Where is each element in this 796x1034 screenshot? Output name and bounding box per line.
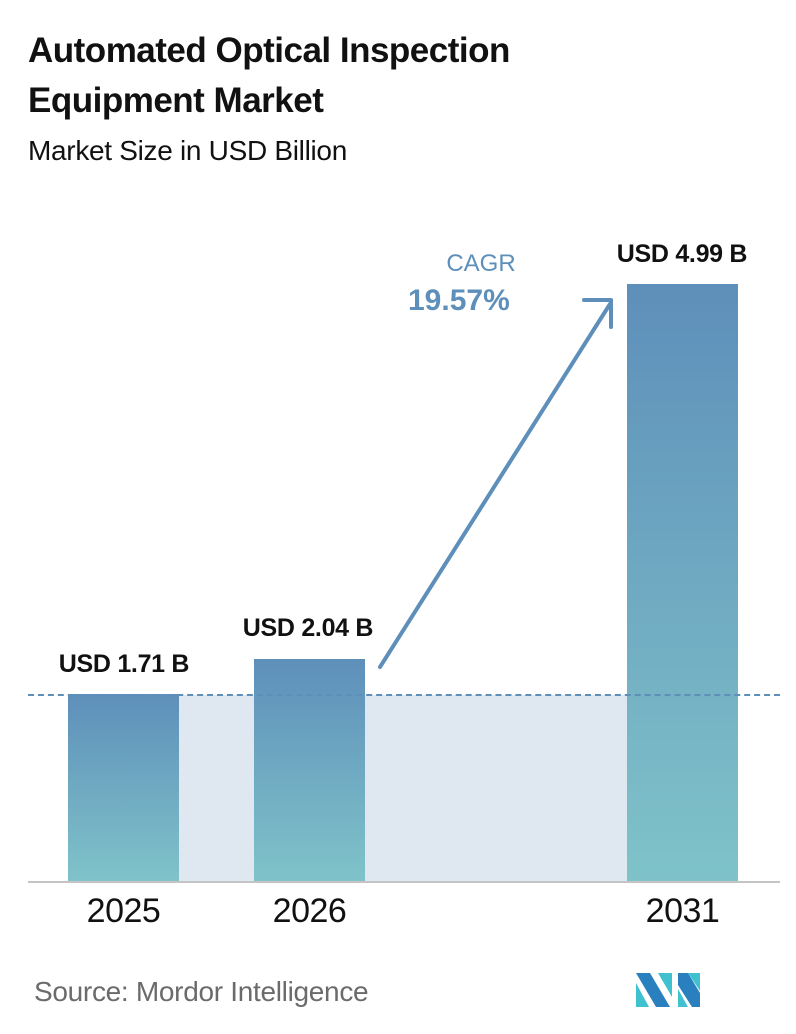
x-tick-2026: 2026 (272, 892, 347, 930)
x-tick-2031: 2031 (645, 892, 720, 930)
baseline-band (179, 695, 627, 881)
bar-2025 (68, 694, 179, 881)
x-axis-line (28, 881, 780, 883)
cagr-label: CAGR (446, 250, 516, 277)
mordor-intelligence-logo-icon (636, 973, 700, 1007)
reference-dashed-line (28, 694, 780, 696)
chart-subtitle: Market Size in USD Billion (28, 135, 347, 166)
cagr-value: 19.57% (408, 284, 510, 317)
bar-label-2025: USD 1.71 B (58, 650, 190, 678)
x-tick-2025: 2025 (86, 892, 161, 930)
bar-2031 (627, 284, 738, 881)
bar-2026 (254, 659, 365, 881)
bar-label-2031: USD 4.99 B (616, 240, 748, 268)
chart-title: Automated Optical Inspection Equipment M… (28, 26, 510, 126)
source-text: Source: Mordor Intelligence (34, 976, 369, 1007)
bar-label-2026: USD 2.04 B (242, 614, 374, 642)
chart-title-line1: Automated Optical Inspection (28, 31, 510, 70)
chart-title-line2: Equipment Market (28, 81, 324, 120)
